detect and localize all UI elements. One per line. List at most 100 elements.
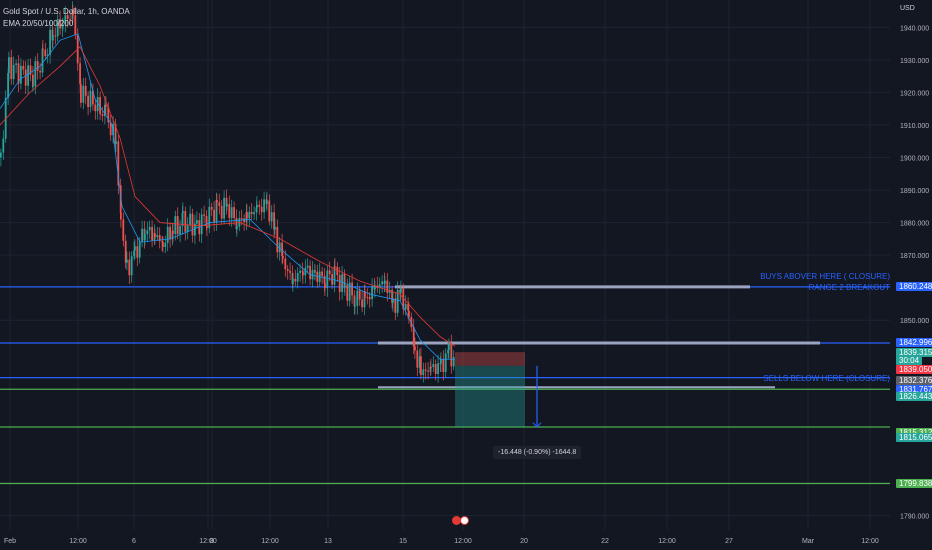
candle-body [134, 246, 136, 251]
candle-body [408, 310, 410, 317]
candle-body [109, 122, 112, 136]
candle-body [391, 289, 393, 303]
candle-body [22, 65, 25, 70]
candle-body [74, 15, 77, 36]
time-tick: Feb [4, 538, 16, 545]
candle-body [164, 242, 167, 247]
candle-body [87, 95, 89, 108]
candle-body [255, 207, 258, 213]
price-tick: 1790.000 [900, 514, 929, 521]
candle-body [7, 72, 9, 98]
candle-body [158, 234, 161, 242]
candle-body [189, 213, 191, 226]
price-label: 1860.248 [896, 281, 932, 291]
buys-annotation: BUYS ABOVER HERE ( CLOSURE) [760, 272, 890, 281]
candle-body [146, 230, 149, 235]
candle-body [29, 65, 32, 75]
candle-body [41, 48, 44, 73]
chart-grid [0, 0, 890, 530]
candle-body [196, 220, 198, 224]
candle-body [302, 271, 304, 276]
candle-body [292, 278, 294, 285]
candle-body [156, 234, 159, 238]
candle-body [233, 207, 235, 218]
candle-body [172, 230, 174, 234]
candle-body [314, 271, 316, 273]
candle-body [66, 15, 69, 19]
candle-body [148, 226, 151, 231]
price-tick: 1890.000 [900, 188, 929, 195]
candle-body [34, 61, 37, 87]
time-tick: 20 [520, 538, 528, 545]
candle-body [440, 358, 442, 364]
candle-body [296, 273, 299, 282]
candle-body [169, 226, 171, 240]
candle-body [226, 203, 228, 207]
price-label: 1842.996 [896, 338, 932, 348]
candle-body [0, 152, 2, 158]
flag-icon[interactable] [460, 516, 469, 525]
candle-body [171, 230, 174, 240]
candle-body [427, 370, 429, 372]
candle-body [291, 272, 294, 285]
candle-body [36, 61, 39, 71]
candle-body [414, 346, 416, 351]
candle-body [416, 350, 419, 368]
candle-body [225, 197, 228, 207]
candle-body [162, 242, 164, 247]
candle-body [386, 280, 389, 293]
candle-body [281, 242, 283, 257]
time-tick: 15 [399, 538, 407, 545]
price-label: 1826.443 [896, 391, 932, 401]
candle-body [15, 63, 17, 65]
candle-body [2, 138, 5, 153]
candle-body [437, 363, 439, 374]
candle-body [346, 285, 349, 301]
stop-zone [455, 352, 525, 366]
candle-body [10, 57, 13, 80]
candle-body [266, 200, 268, 205]
candle-body [122, 219, 125, 241]
price-tick: 1920.000 [900, 90, 929, 97]
candle-body [374, 285, 376, 290]
candle-body [154, 233, 156, 238]
candle-body [203, 214, 205, 216]
candle-body [388, 289, 391, 293]
candle-body [89, 90, 92, 108]
candle-body [273, 212, 275, 230]
candle-body [59, 19, 61, 29]
candle-body [392, 298, 394, 303]
candle-body [323, 276, 326, 284]
candle-body [378, 284, 381, 288]
price-label: 1831.767 [896, 384, 932, 394]
candle-body [268, 200, 271, 222]
candle-body [184, 210, 187, 232]
price-label: 1799.838 [896, 478, 932, 488]
price-label: 1815.312 [896, 428, 932, 438]
candle-body [306, 265, 309, 268]
price-label: 1839.315 [896, 348, 932, 357]
flash-icon[interactable] [452, 516, 461, 525]
candle-body [166, 226, 169, 243]
range-annotation: RANGE 2 BREAKOUT [808, 283, 890, 292]
price-tick: 1910.000 [900, 123, 929, 130]
candle-body [69, 18, 71, 20]
candle-body [17, 63, 20, 84]
candle-body [84, 85, 87, 96]
candle-body [210, 206, 213, 210]
candle-body [353, 295, 356, 307]
price-tick: 1880.000 [900, 221, 929, 228]
candle-body [119, 185, 122, 214]
indicator-label: EMA 20/50/100/200 [3, 19, 74, 28]
candle-body [442, 358, 445, 372]
candle-body [194, 223, 196, 236]
candle-body [311, 269, 314, 280]
candle-body [82, 85, 85, 103]
candle-body [54, 35, 57, 37]
candle-body [321, 271, 323, 277]
horizontal-levels [0, 285, 890, 485]
price-axis: 1940.000 1930.000 1920.000 1910.000 1900.000… [900, 25, 929, 520]
time-tick: 12:00 [658, 538, 676, 545]
price-tick: 1850.000 [900, 318, 929, 325]
